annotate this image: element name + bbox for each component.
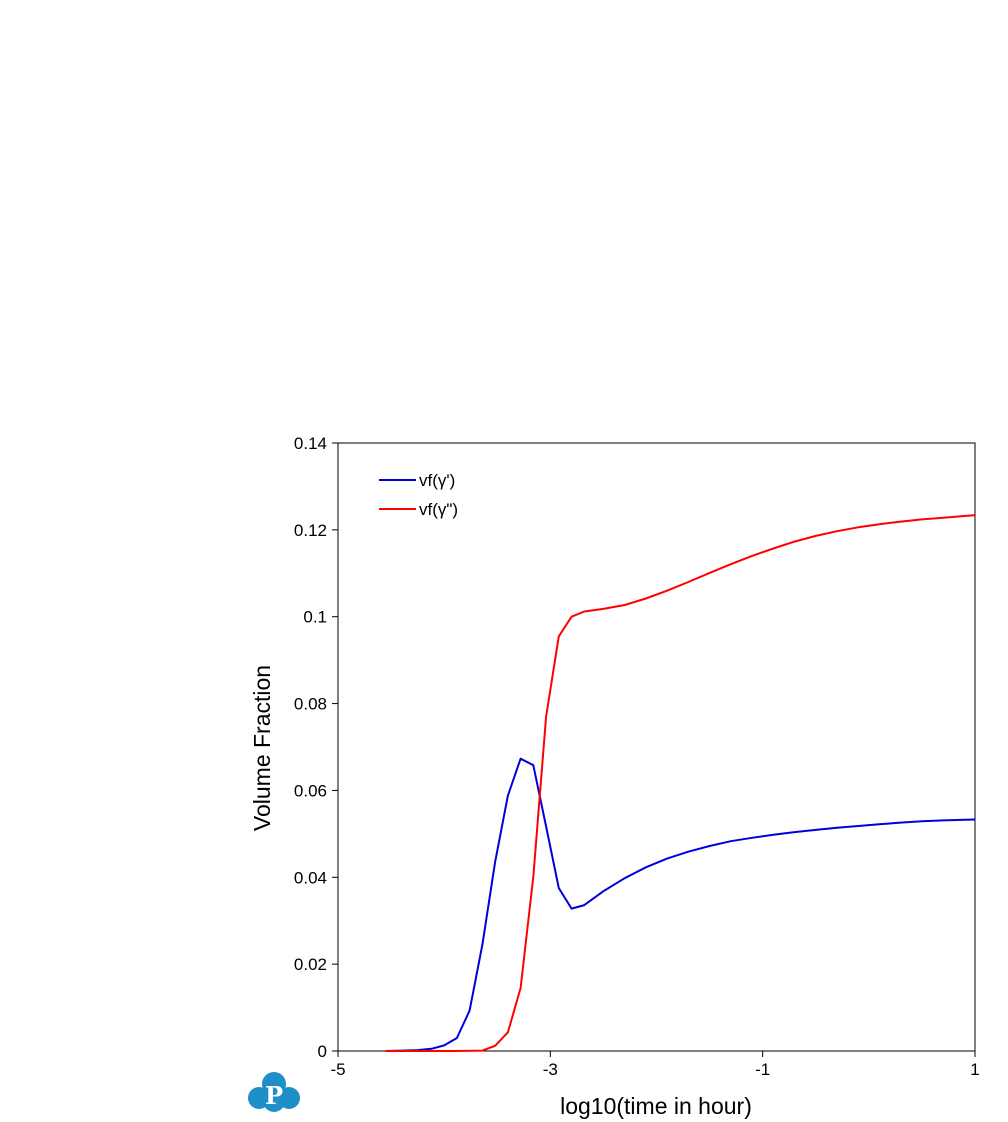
legend-label-vf-gamma-prime: vf(γ') — [419, 471, 455, 490]
x-tick-label: -3 — [543, 1060, 558, 1079]
y-tick-label: 0 — [318, 1042, 327, 1061]
y-tick-label: 0.12 — [294, 521, 327, 540]
y-tick-label: 0.06 — [294, 781, 327, 800]
series-layer — [385, 514, 976, 1052]
x-axis-ticks: -5 -3 -1 1 — [330, 1051, 980, 1079]
y-tick-label: 0.1 — [303, 608, 327, 627]
x-tick-label: -5 — [330, 1060, 345, 1079]
series-line-vf-gamma-double-prime — [385, 514, 976, 1052]
y-axis-ticks: 0 0.02 0.04 0.06 0.08 0.1 0.12 0.14 — [294, 434, 338, 1061]
x-tick-label: -1 — [755, 1060, 770, 1079]
legend-label-vf-gamma-double-prime: vf(γ") — [419, 500, 458, 519]
x-axis-title: log10(time in hour) — [560, 1093, 752, 1119]
plot-frame — [337, 442, 976, 1052]
y-tick-label: 0.14 — [294, 434, 327, 453]
y-tick-label: 0.04 — [294, 868, 327, 887]
y-tick-label: 0.02 — [294, 955, 327, 974]
y-axis-title: Volume Fraction — [249, 665, 275, 831]
y-tick-label: 0.08 — [294, 695, 327, 714]
company-logo-icon: P — [248, 1072, 300, 1112]
x-tick-label: 1 — [970, 1060, 979, 1079]
logo-letter: P — [265, 1081, 283, 1110]
series-line-vf-gamma-prime — [385, 757, 976, 1052]
legend: vf(γ') vf(γ") — [379, 471, 458, 519]
